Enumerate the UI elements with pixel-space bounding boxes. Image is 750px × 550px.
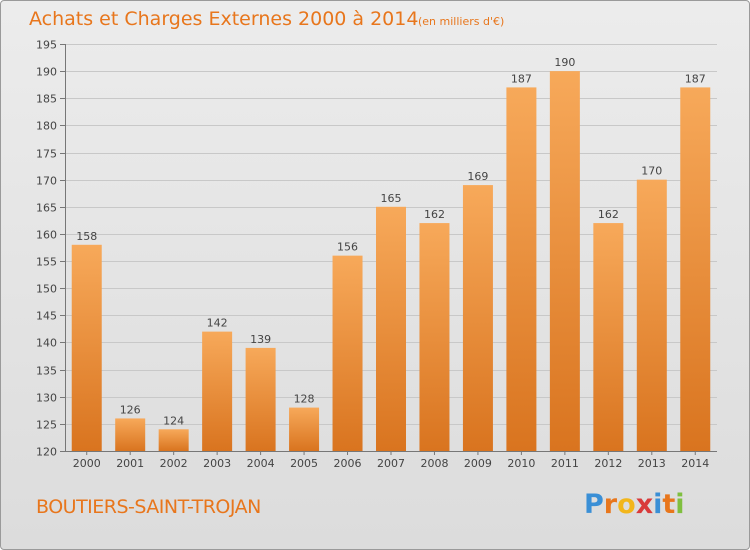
y-tick-label: 170 bbox=[36, 175, 57, 188]
bar bbox=[462, 185, 493, 452]
data-label: 128 bbox=[294, 393, 315, 406]
y-tick-label: 175 bbox=[36, 148, 57, 161]
bar bbox=[506, 87, 537, 451]
y-tick-label: 140 bbox=[36, 337, 57, 350]
bar bbox=[680, 87, 711, 451]
logo-letter: i bbox=[653, 489, 663, 520]
y-tick-label: 180 bbox=[36, 120, 57, 133]
data-label: 169 bbox=[467, 170, 488, 183]
x-tick-label: 2014 bbox=[681, 457, 709, 470]
logo-letter: i bbox=[675, 489, 685, 520]
data-label: 156 bbox=[337, 241, 358, 254]
x-tick-label: 2000 bbox=[73, 457, 101, 470]
logo-letter: t bbox=[662, 489, 676, 520]
y-tick-label: 150 bbox=[36, 283, 57, 296]
x-tick-label: 2008 bbox=[420, 457, 448, 470]
bar bbox=[549, 71, 580, 451]
data-label: 162 bbox=[424, 208, 445, 221]
x-tick-label: 2002 bbox=[160, 457, 188, 470]
x-tick-labels: 2000 2001 2002 2003 2004 2005 2006 2007 2008 2009… bbox=[73, 451, 709, 470]
x-tick-label: 2005 bbox=[290, 457, 318, 470]
data-labels: 158 126 124 142 139 128 156 165 162 169 187 190 162 1… bbox=[76, 56, 706, 427]
bar bbox=[115, 418, 146, 451]
proxiti-logo[interactable]: Proxiti bbox=[584, 489, 685, 520]
x-tick-label: 2007 bbox=[377, 457, 405, 470]
x-tick-label: 2004 bbox=[247, 457, 275, 470]
bar bbox=[332, 255, 363, 451]
bar bbox=[593, 223, 624, 451]
x-tick-label: 2011 bbox=[551, 457, 579, 470]
data-label: 142 bbox=[207, 317, 228, 330]
bars bbox=[71, 71, 711, 452]
y-tick-label: 190 bbox=[36, 66, 57, 79]
data-label: 165 bbox=[381, 192, 402, 205]
y-tick-labels: 120 125 130 135 140 145 150 155 160 165 170 175 180 1… bbox=[36, 39, 57, 459]
y-tick-label: 195 bbox=[36, 39, 57, 52]
bar bbox=[245, 347, 276, 451]
place-name: BOUTIERS-SAINT-TROJAN bbox=[36, 496, 261, 518]
data-label: 187 bbox=[511, 72, 532, 85]
bar bbox=[71, 244, 102, 451]
y-tick-label: 125 bbox=[36, 419, 57, 432]
data-label: 124 bbox=[163, 414, 184, 427]
y-tick-label: 160 bbox=[36, 229, 57, 242]
data-label: 126 bbox=[120, 403, 141, 416]
x-tick-label: 2013 bbox=[638, 457, 666, 470]
data-label: 139 bbox=[250, 333, 271, 346]
y-tick-label: 185 bbox=[36, 93, 57, 106]
y-tick-label: 165 bbox=[36, 202, 57, 215]
x-tick-label: 2012 bbox=[594, 457, 622, 470]
data-label: 162 bbox=[598, 208, 619, 221]
bar bbox=[202, 331, 233, 451]
logo-letter: r bbox=[603, 489, 618, 520]
logo-letter: P bbox=[584, 489, 604, 520]
x-tick-label: 2009 bbox=[464, 457, 492, 470]
x-tick-label: 2003 bbox=[203, 457, 231, 470]
x-tick-label: 2006 bbox=[334, 457, 362, 470]
y-tick-label: 145 bbox=[36, 310, 57, 323]
data-label: 187 bbox=[685, 72, 706, 85]
x-tick-label: 2010 bbox=[507, 457, 535, 470]
data-label: 170 bbox=[641, 165, 662, 178]
y-tick-label: 130 bbox=[36, 392, 57, 405]
chart-title: Achats et Charges Externes 2000 à 2014 bbox=[29, 8, 419, 30]
chart-subtitle: (en milliers d'€) bbox=[418, 15, 505, 28]
bar bbox=[158, 429, 189, 451]
y-tick-label: 155 bbox=[36, 256, 57, 269]
y-tick-label: 135 bbox=[36, 365, 57, 378]
data-label: 190 bbox=[554, 56, 575, 69]
logo-letter: x bbox=[635, 489, 654, 520]
y-tick-label: 120 bbox=[36, 446, 57, 459]
bar bbox=[376, 206, 406, 451]
bar bbox=[289, 407, 320, 451]
data-label: 158 bbox=[76, 230, 97, 243]
bar bbox=[636, 179, 667, 451]
bar bbox=[419, 223, 450, 451]
logo-letter: o bbox=[617, 489, 636, 520]
x-tick-label: 2001 bbox=[116, 457, 144, 470]
